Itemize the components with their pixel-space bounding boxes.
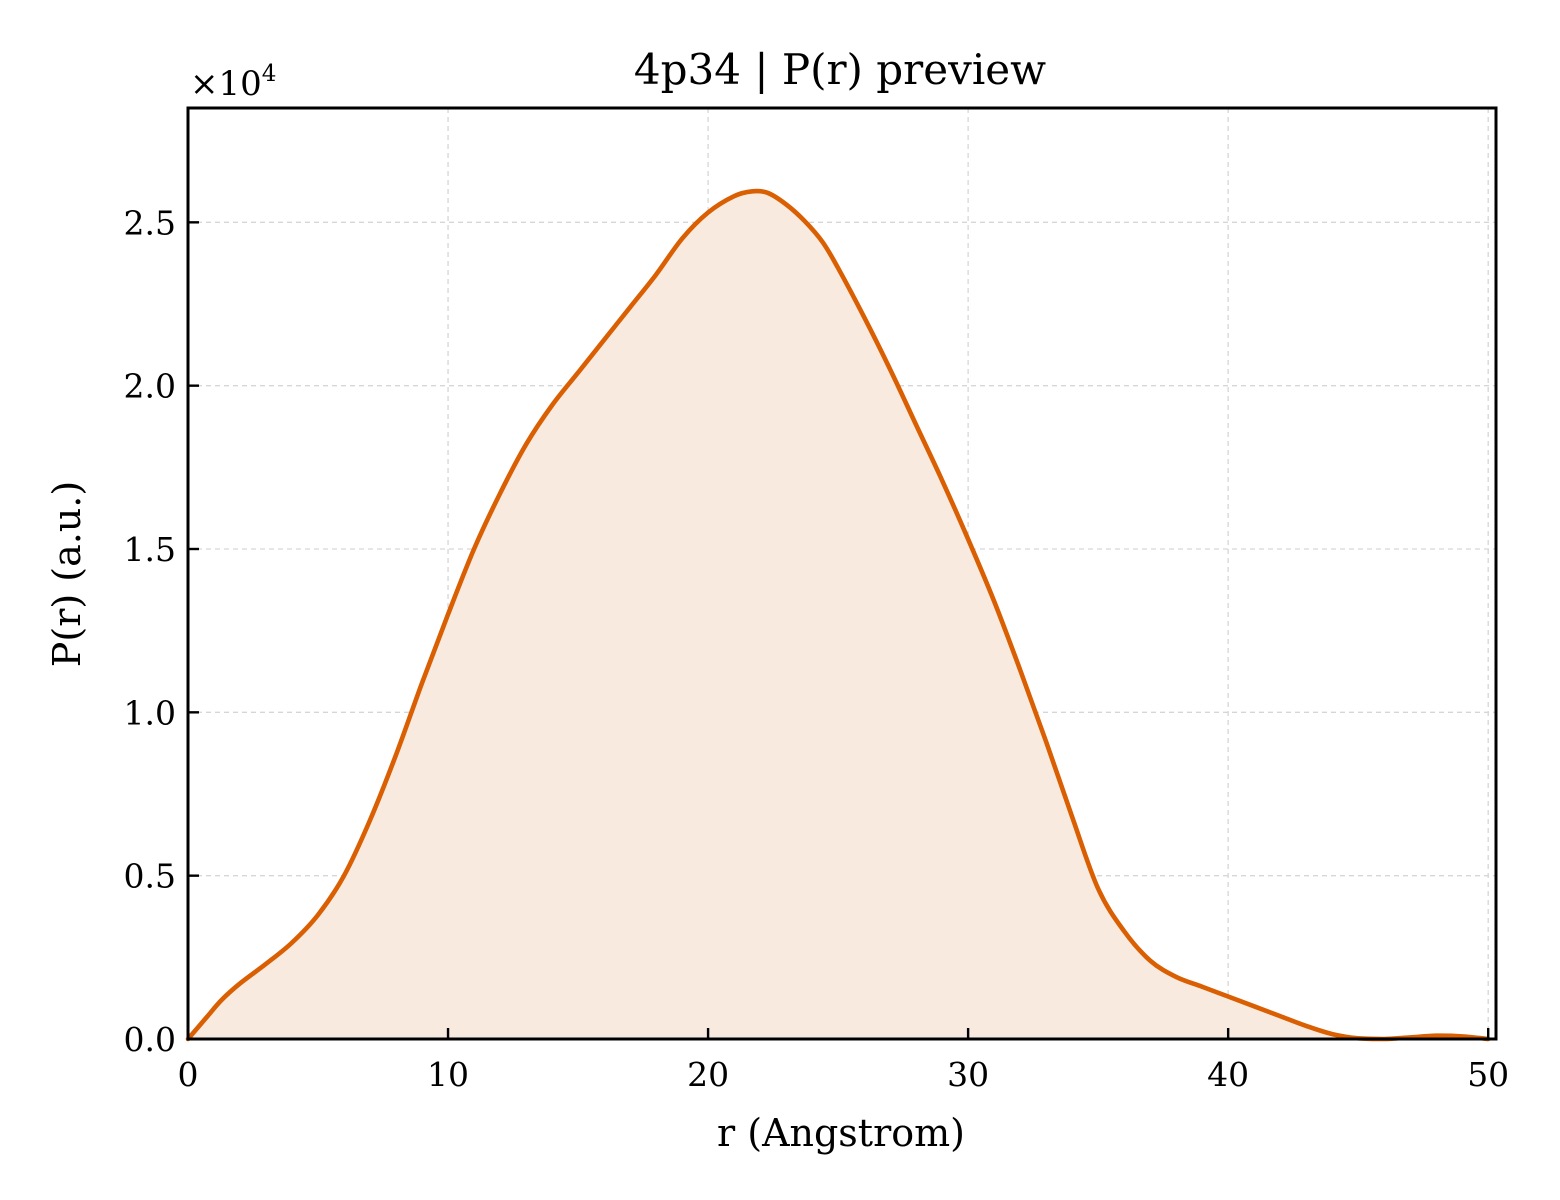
y-axis-label: P(r) (a.u.) xyxy=(45,481,89,667)
x-tick-label: 30 xyxy=(947,1055,989,1094)
series-area-fill xyxy=(188,191,1489,1039)
x-tick-label: 0 xyxy=(178,1055,199,1094)
y-tick-label: 0.0 xyxy=(124,1020,176,1059)
x-axis-label: r (Angstrom) xyxy=(717,1111,965,1155)
y-tick-label: 2.0 xyxy=(124,367,176,406)
series-line xyxy=(185,188,1491,1042)
x-tick-label: 50 xyxy=(1467,1055,1509,1094)
y-scale-exponent: 4 xyxy=(262,61,277,87)
x-tick-label: 20 xyxy=(687,1055,729,1094)
y-tick-label: 1.0 xyxy=(124,693,176,732)
plot-frame xyxy=(186,106,1498,1041)
y-tick-label: 1.5 xyxy=(124,530,176,569)
y-tick-label: 2.5 xyxy=(124,203,176,242)
chart-title: 4p34 | P(r) preview xyxy=(634,45,1046,94)
y-tick-label: 0.5 xyxy=(124,857,176,896)
axis-ticks: 0 10 20 30 40 50 0.0 0.5 1.0 1.5 2.0 2.5 xyxy=(124,203,1510,1094)
y-scale-multiplier: ×104 xyxy=(190,61,276,104)
x-tick-label: 10 xyxy=(427,1055,469,1094)
y-scale-base: ×10 xyxy=(190,64,262,104)
x-tick-label: 40 xyxy=(1207,1055,1249,1094)
